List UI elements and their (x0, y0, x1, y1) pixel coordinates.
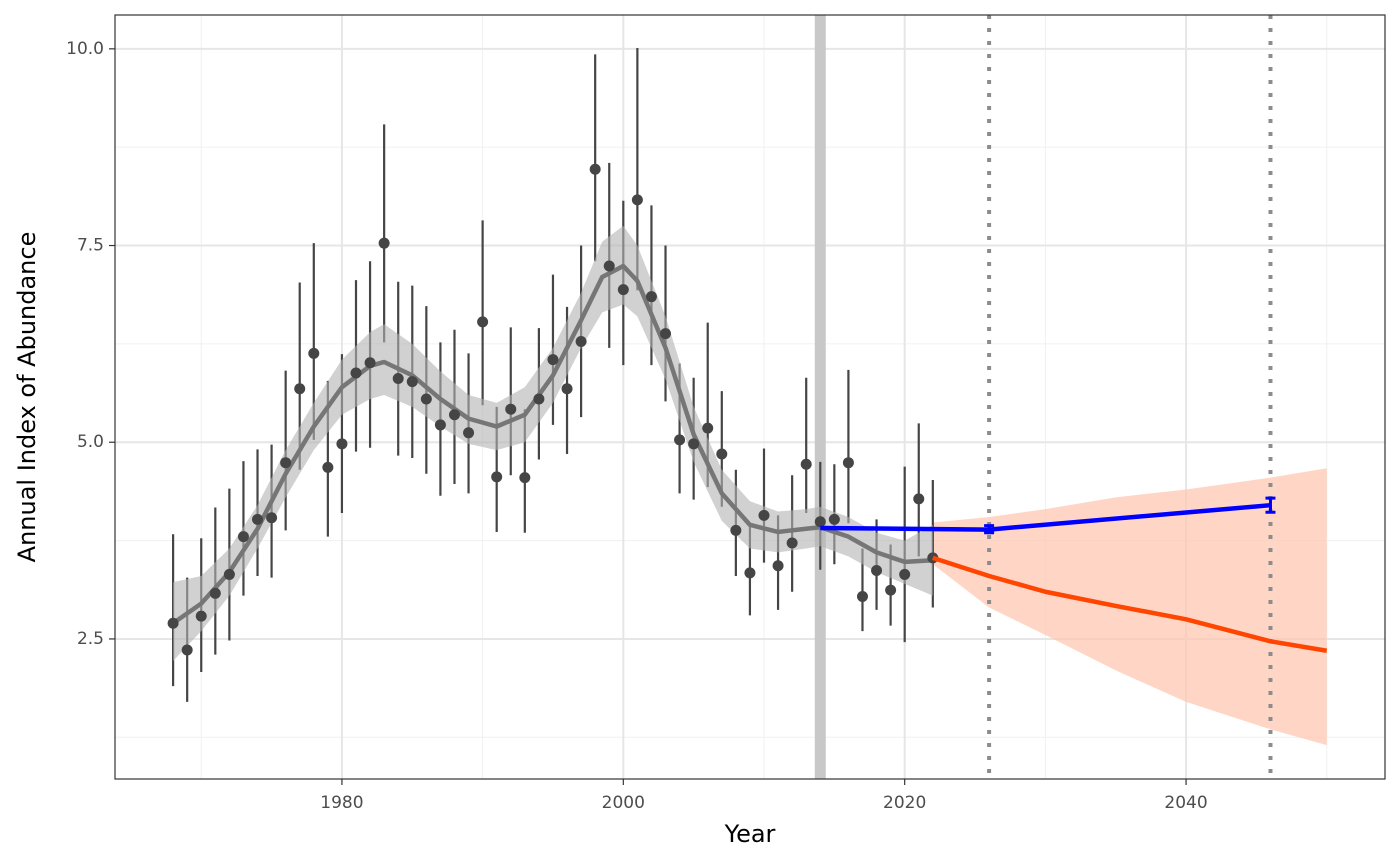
smooth-line (171, 263, 933, 626)
data-point (505, 403, 517, 415)
data-point (660, 328, 672, 340)
data-point (871, 564, 883, 576)
data-point (195, 610, 207, 622)
data-point (589, 163, 601, 175)
data-point (856, 590, 868, 602)
data-point (378, 237, 390, 249)
plot-layers (167, 15, 1328, 779)
data-point (744, 567, 756, 579)
target-error-bar (1265, 496, 1276, 514)
data-point (448, 409, 460, 421)
data-point (617, 284, 629, 296)
x-tick-label: 2000 (602, 793, 645, 813)
data-point (322, 461, 334, 473)
data-point (631, 194, 643, 206)
data-point (547, 354, 559, 366)
data-point (237, 531, 249, 543)
data-point (252, 513, 264, 525)
x-tick-label: 1980 (320, 793, 363, 813)
data-point (575, 336, 587, 348)
y-tick-label: 7.5 (77, 236, 104, 256)
data-point (477, 316, 489, 328)
data-point (772, 560, 784, 572)
data-point (209, 587, 221, 599)
data-point (308, 347, 320, 359)
data-point (842, 457, 854, 469)
x-tick-label: 2020 (883, 793, 926, 813)
data-point (603, 260, 615, 272)
target-error-bar (984, 524, 995, 535)
axes: 1980 2000 2020 2040 2.5 5.0 7.5 10.0 (66, 39, 1208, 813)
data-point (716, 448, 728, 460)
data-point (392, 373, 404, 385)
reference-band (814, 15, 826, 779)
data-point (266, 512, 278, 524)
x-axis-title: Year (724, 820, 776, 848)
data-point (702, 422, 714, 434)
data-point (364, 357, 376, 369)
data-point (223, 568, 235, 580)
data-point (533, 393, 545, 405)
y-axis-title: Annual Index of Abundance (13, 232, 41, 563)
data-point (406, 376, 418, 388)
y-tick-label: 2.5 (77, 629, 104, 649)
data-point (181, 644, 193, 656)
data-point (688, 438, 700, 450)
data-point (913, 493, 925, 505)
data-point (674, 434, 686, 446)
y-tick-label: 10.0 (66, 39, 104, 59)
data-point (350, 367, 362, 379)
data-point (519, 472, 531, 484)
x-tick-label: 2040 (1164, 793, 1207, 813)
data-point (167, 617, 179, 629)
data-point (561, 383, 573, 395)
y-tick-label: 5.0 (77, 432, 104, 452)
data-point (294, 383, 306, 395)
data-point (899, 568, 911, 580)
data-point (491, 471, 503, 483)
data-point (828, 513, 840, 525)
data-point (786, 537, 798, 549)
panel-border (114, 14, 1386, 780)
data-point (645, 291, 657, 303)
data-point (280, 457, 292, 469)
data-point (420, 393, 432, 405)
data-point (800, 458, 812, 470)
data-point (336, 438, 348, 450)
data-point (730, 524, 742, 536)
data-point (434, 419, 446, 431)
data-point (463, 427, 475, 439)
data-point (885, 584, 897, 596)
data-point (814, 516, 826, 528)
data-point (758, 509, 770, 521)
projection-line (932, 555, 1328, 653)
